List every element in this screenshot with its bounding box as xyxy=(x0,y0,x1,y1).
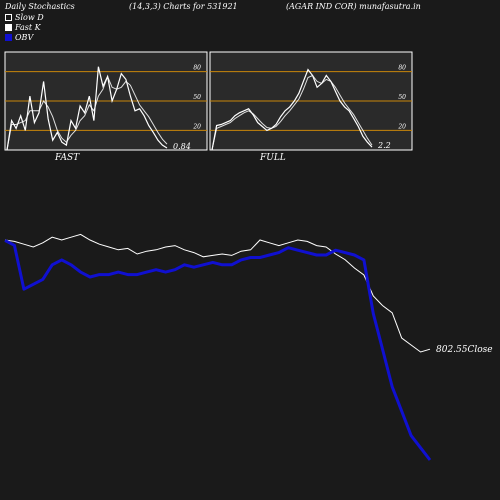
fast-last-value: 0.84 xyxy=(173,142,191,151)
legend-slow-d-swatch xyxy=(5,14,12,21)
legend-fast-k: Fast K xyxy=(5,23,41,32)
fast-tick-label-50: 50 xyxy=(193,94,201,101)
full-tick-label-80: 80 xyxy=(398,65,406,72)
legend-fast-k-swatch xyxy=(5,24,12,31)
legend-slow-d: Slow D xyxy=(5,13,44,22)
legend-obv-label: OBV xyxy=(15,33,34,42)
full-last-value: 2.2 xyxy=(377,141,391,150)
full-tick-label-50: 50 xyxy=(398,94,406,101)
legend-obv-swatch xyxy=(5,34,12,41)
chart-title: Daily Stochastics xyxy=(5,2,75,11)
full-series-slow-d xyxy=(211,74,373,151)
full-panel-label: FULL xyxy=(259,153,286,163)
fast-tick-label-80: 80 xyxy=(193,65,201,72)
chart-params: (14,3,3) Charts for 531921 xyxy=(129,2,238,11)
fast-series-fast-k xyxy=(6,66,168,151)
fast-tick-label-20: 20 xyxy=(192,123,201,130)
legend-slow-d-label: Slow D xyxy=(15,13,44,22)
full-series-fast-k xyxy=(211,68,373,151)
obv-line xyxy=(4,239,432,461)
legend-fast-k-label: Fast K xyxy=(15,23,41,32)
company-site: (AGAR IND COR) munafasutra.in xyxy=(286,2,421,11)
close-label: 802.55Close xyxy=(436,345,493,355)
legend-obv: OBV xyxy=(5,33,33,42)
fast-series-slow-d xyxy=(6,75,168,151)
full-tick-label-20: 20 xyxy=(397,123,406,130)
close-price-line xyxy=(4,233,431,353)
fast-panel-label: FAST xyxy=(54,153,80,163)
